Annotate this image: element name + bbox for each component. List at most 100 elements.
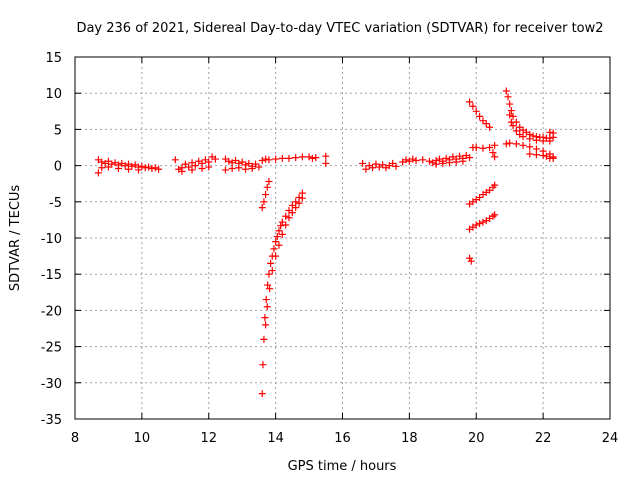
x-axis-label: GPS time / hours [288,459,397,474]
y-tick-label: 15 [45,51,62,66]
data-point [272,155,280,163]
data-point [467,257,475,265]
data-point [121,162,129,170]
data-point [506,111,514,119]
x-tick-label: 24 [602,431,619,446]
x-tick-label: 16 [334,431,351,446]
data-point [532,151,540,159]
data-point [472,221,480,229]
data-point [205,163,213,171]
data-point [138,162,146,170]
data-point [305,153,313,161]
data-point [506,139,514,147]
data-point [258,390,266,398]
data-point [512,140,520,148]
y-tick-label: 10 [45,87,62,102]
data-point [442,154,450,162]
data-point [482,120,490,128]
data-point [288,209,296,217]
grid [75,57,610,419]
data-point [546,137,554,145]
data-point [292,154,300,162]
data-point [459,157,467,165]
data-point [94,169,102,177]
x-tick-label: 12 [200,431,217,446]
data-point [472,107,480,115]
data-point [262,296,270,304]
x-tick-label: 8 [71,431,79,446]
data-point [512,127,520,135]
data-point [491,153,499,161]
data-point [479,218,487,226]
data-point [135,166,143,174]
data-point [260,335,268,343]
data-point [285,214,293,222]
data-point [270,245,278,253]
data-point [260,198,268,206]
data-point [526,143,534,151]
data-point [255,163,263,171]
data-point [275,241,283,249]
data-point [258,157,266,165]
data-point [419,156,427,164]
data-point [549,129,557,137]
data-point [476,220,484,228]
data-point [526,150,534,158]
data-point [469,102,477,110]
data-point [263,303,271,311]
data-point [369,164,377,172]
data-point [268,267,276,275]
y-tick-label: -10 [41,232,62,247]
y-tick-label: 5 [54,123,62,138]
data-point [265,270,273,278]
data-point [125,165,132,173]
data-points [94,87,557,398]
data-point [362,165,370,173]
data-point [439,159,447,167]
data-point [221,166,229,174]
data-point [504,93,512,101]
data-point [265,178,273,186]
data-point [225,157,233,165]
data-point [273,233,281,241]
y-tick-label: -35 [41,413,62,428]
data-point [466,154,474,162]
data-point [549,154,557,162]
x-tick-label: 20 [468,431,485,446]
data-point [392,162,400,170]
data-point [242,165,250,173]
data-point [519,141,527,149]
data-point [266,285,274,293]
data-point [402,156,410,164]
data-point [539,137,547,145]
data-point [145,163,153,171]
data-point [178,167,186,175]
data-point [532,136,540,144]
data-point [312,154,320,162]
data-point [272,238,280,246]
data-point [502,87,510,95]
data-point [262,191,270,199]
data-point [262,321,270,329]
x-tick-label: 14 [267,431,284,446]
data-point [452,158,460,166]
data-point [104,163,112,171]
data-point [235,164,243,172]
data-point [277,222,285,230]
data-point [491,141,499,149]
data-point [171,156,179,164]
data-point [409,155,417,163]
data-point [546,128,554,136]
y-tick-label: 0 [54,160,62,175]
data-point [198,164,206,172]
y-tick-label: -30 [41,377,62,392]
data-point [228,164,236,172]
data-point [188,166,196,174]
data-point [412,157,420,165]
y-tick-label: -20 [41,304,62,319]
data-point [114,164,122,172]
plot-frame [74,56,611,420]
data-point [248,164,256,172]
data-point [519,133,527,141]
